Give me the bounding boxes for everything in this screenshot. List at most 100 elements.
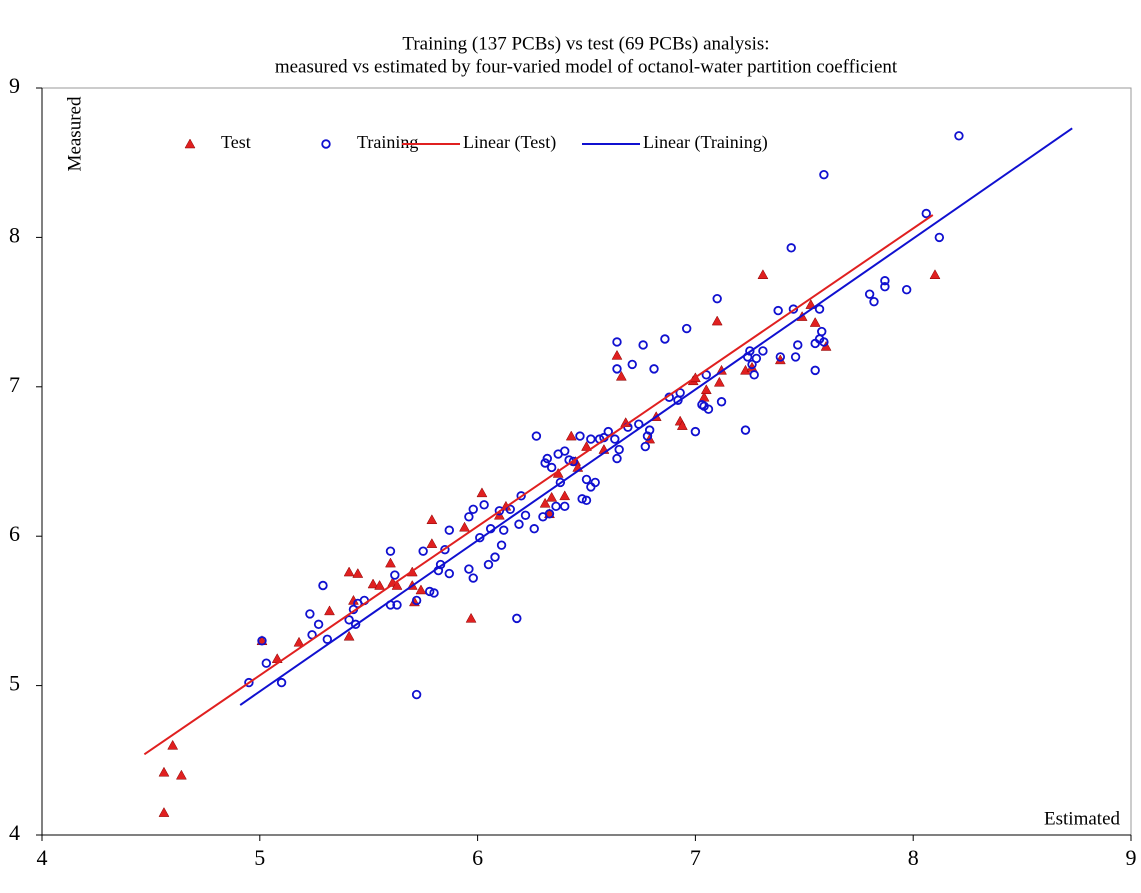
- y-tick-label: 5: [9, 671, 20, 696]
- y-tick-label: 7: [9, 372, 20, 397]
- data-point: [499, 525, 509, 535]
- data-point: [391, 579, 403, 590]
- data-point: [411, 595, 422, 606]
- data-point: [476, 487, 488, 498]
- data-point: [954, 131, 964, 141]
- trend-line: [143, 214, 934, 756]
- data-point: [465, 612, 477, 623]
- data-point: [751, 353, 762, 364]
- data-point: [424, 586, 435, 597]
- data-point: [660, 334, 670, 344]
- data-point: [496, 540, 507, 550]
- data-point: [810, 338, 820, 349]
- data-point: [581, 474, 592, 485]
- y-tick-label: 4: [9, 820, 20, 845]
- data-point: [167, 739, 179, 750]
- data-point: [921, 208, 931, 219]
- data-point: [819, 337, 829, 347]
- x-tick-label: 8: [908, 845, 919, 870]
- data-point: [514, 519, 524, 529]
- data-point: [426, 538, 438, 548]
- data-point: [440, 544, 450, 555]
- data-point: [773, 305, 783, 316]
- data-point: [638, 340, 648, 350]
- data-point: [775, 352, 786, 362]
- data-point: [586, 434, 596, 444]
- data-point: [713, 376, 725, 387]
- data-point: [540, 458, 550, 468]
- data-point: [817, 326, 827, 337]
- data-point: [615, 370, 627, 381]
- data-point: [586, 482, 596, 492]
- data-point: [640, 441, 651, 452]
- data-point: [415, 584, 427, 595]
- data-point: [740, 425, 751, 435]
- data-point: [512, 613, 522, 624]
- data-point: [261, 658, 272, 668]
- data-point: [324, 605, 335, 616]
- data-point: [244, 677, 254, 688]
- data-point: [529, 524, 539, 534]
- data-point: [864, 289, 875, 299]
- data-point: [712, 293, 722, 304]
- data-point: [749, 370, 759, 380]
- data-point: [565, 430, 577, 441]
- y-tick-label: 6: [9, 521, 20, 546]
- data-point: [429, 588, 439, 598]
- data-point: [575, 431, 585, 441]
- data-point: [614, 444, 624, 455]
- data-point: [627, 359, 637, 370]
- chart-subtitle: measured vs estimated by four-varied mod…: [275, 56, 898, 77]
- data-point: [603, 426, 613, 437]
- data-point: [793, 340, 803, 350]
- data-point: [700, 384, 712, 395]
- data-point: [814, 304, 825, 314]
- x-tick-label: 4: [37, 845, 48, 870]
- data-point: [392, 600, 402, 610]
- x-axis-label: Estimated: [1044, 808, 1120, 829]
- data-point: [757, 269, 769, 279]
- data-point: [539, 497, 551, 508]
- data-point: [494, 506, 505, 516]
- data-point: [716, 397, 727, 407]
- data-point: [444, 525, 454, 535]
- data-point: [555, 477, 566, 488]
- legend-label: Training: [357, 132, 418, 152]
- data-point: [612, 364, 622, 374]
- data-point: [581, 495, 592, 506]
- data-point: [158, 766, 170, 777]
- data-point: [758, 346, 768, 356]
- data-point: [901, 284, 912, 295]
- data-point: [385, 546, 396, 556]
- data-point: [343, 566, 355, 577]
- data-point: [293, 636, 305, 647]
- data-point: [560, 446, 570, 456]
- x-tick-label: 9: [1126, 845, 1137, 870]
- data-point: [464, 512, 474, 522]
- data-point: [468, 504, 478, 515]
- data-point: [790, 352, 801, 362]
- data-point: [322, 634, 333, 644]
- data-point: [516, 491, 526, 501]
- data-point: [745, 346, 755, 356]
- data-point: [520, 510, 531, 520]
- data-point: [649, 364, 659, 374]
- data-point: [819, 169, 829, 180]
- data-point: [690, 426, 701, 437]
- data-point: [869, 296, 879, 307]
- data-point: [444, 568, 454, 579]
- data-point: [367, 578, 379, 589]
- data-point: [711, 315, 723, 326]
- data-point: [350, 619, 361, 630]
- data-point: [581, 441, 592, 451]
- y-tick-label: 9: [9, 73, 20, 98]
- legend-marker: [321, 139, 331, 149]
- x-tick-label: 7: [690, 845, 701, 870]
- data-point: [468, 573, 478, 583]
- data-point: [612, 453, 622, 464]
- legend-label: Linear (Training): [643, 132, 768, 153]
- data-point: [929, 269, 941, 279]
- trend-line: [239, 127, 1073, 706]
- data-point: [559, 490, 571, 501]
